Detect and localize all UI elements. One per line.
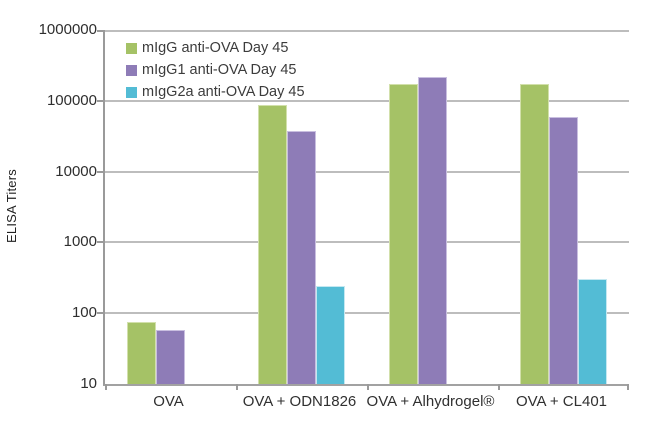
- legend-swatch-icon: [126, 64, 137, 76]
- legend: mIgG anti-OVA Day 45 mIgG1 anti-OVA Day 4…: [126, 37, 305, 103]
- bar-ova-odn1826-series-1: [287, 130, 316, 384]
- legend-swatch-icon: [126, 42, 137, 54]
- y-tick-label-100000: 100000: [46, 91, 97, 109]
- x-axis-tick: [105, 384, 107, 390]
- y-axis-tick: [97, 241, 105, 244]
- gridline-1000: [105, 241, 629, 244]
- y-tick-label-10: 10: [80, 375, 97, 392]
- bar-ova-cl401-series-1: [549, 117, 578, 384]
- bar-ova-series-1: [156, 330, 185, 384]
- gridline-10000: [105, 170, 629, 173]
- y-tick-label-1000000: 1000000: [38, 21, 97, 38]
- x-axis-tick: [367, 384, 369, 390]
- x-tick-label-1: OVA + ODN1826: [242, 393, 357, 410]
- x-tick-label-0: OVA: [153, 393, 184, 410]
- bar-ova-cl401-series-0: [520, 83, 549, 384]
- gridline-1000000: [105, 30, 629, 32]
- y-axis-title: ELISA Titers: [4, 169, 19, 243]
- x-tick-label-3: OVA + CL401: [515, 393, 608, 410]
- x-axis-tick: [627, 384, 629, 390]
- bar-ova-alhydrogel--series-0: [389, 83, 418, 384]
- legend-label: mIgG1 anti-OVA Day 45: [142, 62, 297, 78]
- legend-label: mIgG anti-OVA Day 45: [142, 40, 289, 56]
- legend-label: mIgG2a anti-OVA Day 45: [142, 84, 305, 100]
- gridline-100000: [105, 99, 629, 102]
- x-tick-label-2: OVA + Alhydrogel®: [366, 393, 495, 410]
- bar-ova-cl401-series-2: [578, 279, 607, 384]
- y-tick-label-1000: 1000: [63, 233, 97, 251]
- y-tick-label-10000: 10000: [55, 162, 97, 180]
- legend-item-1: mIgG1 anti-OVA Day 45: [126, 59, 305, 81]
- y-axis-tick: [97, 30, 105, 32]
- x-axis-tick: [498, 384, 500, 390]
- plot-area: mIgG anti-OVA Day 45 mIgG1 anti-OVA Day 4…: [97, 30, 629, 390]
- x-axis-tick: [236, 384, 238, 390]
- y-tick-label-100: 100: [71, 304, 97, 322]
- bar-ova-odn1826-series-2: [316, 286, 345, 384]
- bar-ova-alhydrogel--series-1: [418, 76, 447, 384]
- gridline-100: [105, 312, 629, 315]
- legend-item-0: mIgG anti-OVA Day 45: [126, 37, 305, 59]
- bar-ova-odn1826-series-0: [258, 104, 287, 384]
- bar-ova-series-0: [127, 322, 156, 384]
- legend-swatch-icon: [126, 86, 137, 98]
- y-axis-tick: [97, 312, 105, 315]
- legend-item-2: mIgG2a anti-OVA Day 45: [126, 81, 305, 103]
- y-axis-tick: [97, 99, 105, 102]
- y-axis-tick: [97, 170, 105, 173]
